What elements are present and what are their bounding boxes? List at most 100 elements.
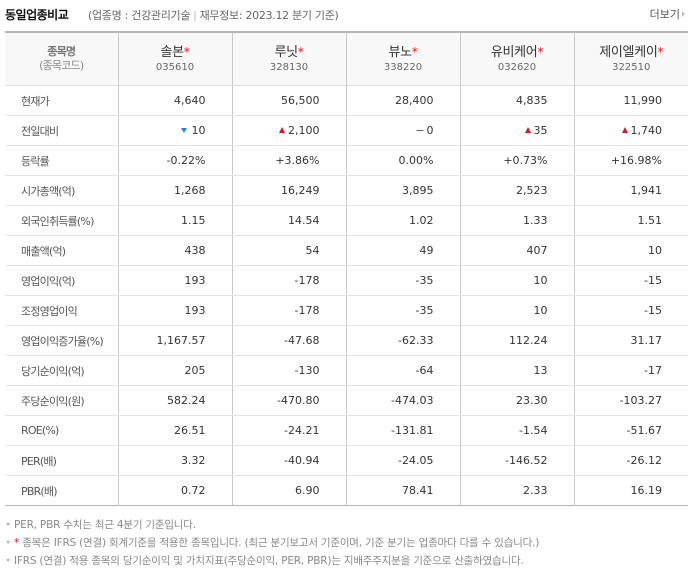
cell-value: 2,523 xyxy=(459,175,574,206)
row-operating-profit: 영업이익(억) 193 -178 -35 10 -15 xyxy=(5,265,688,296)
company-code: 322510 xyxy=(612,62,651,73)
financial-basis-label: 재무정보: 2023.12 분기 기준) xyxy=(199,9,339,22)
cell-value: 78.41 xyxy=(345,475,460,506)
ifrs-star-icon: * xyxy=(411,45,418,59)
row-label: ROE(%) xyxy=(5,415,118,446)
cell-value: -24.05 xyxy=(345,445,460,476)
row-label: 시가총액(억) xyxy=(5,175,118,206)
cell-value: 0.72 xyxy=(117,475,232,506)
cell-value: 205 xyxy=(117,355,232,386)
row-foreign-ownership: 외국인취득률(%) 1.15 14.54 1.02 1.33 1.51 xyxy=(5,205,688,236)
cell-value: 28,400 xyxy=(345,85,460,116)
company-code: 338220 xyxy=(383,62,423,73)
footnote: • * 종목은 IFRS (연결) 회계기준을 적용한 종목입니다. (최근 분기… xyxy=(5,537,540,549)
cell-value: 16.19 xyxy=(573,475,688,506)
divider: | xyxy=(193,9,197,22)
company-name-link[interactable]: 제이엘케이* xyxy=(599,45,664,60)
company-header[interactable]: 루닛* 328130 xyxy=(231,32,346,86)
cell-value: 2.33 xyxy=(459,475,574,506)
cell-value: -64 xyxy=(345,355,460,386)
footnote: • PER, PBR 수치는 최근 4분기 기준입니다. xyxy=(5,519,196,531)
row-pbr: PBR(배) 0.72 6.90 78.41 2.33 16.19 xyxy=(5,475,688,506)
cell-value: -15 xyxy=(573,265,688,296)
cell-value: -178 xyxy=(231,295,346,326)
triangle-right-icon xyxy=(682,11,685,17)
row-label: 주당순이익(원) xyxy=(5,385,118,416)
triangle-up-icon xyxy=(524,127,531,133)
company-name-link[interactable]: 유비케어* xyxy=(490,45,544,60)
cell-value: 112.24 xyxy=(459,325,574,356)
row-label: 외국인취득률(%) xyxy=(5,205,118,236)
row-roe: ROE(%) 26.51 -24.21 -131.81 -1.54 -51.67 xyxy=(5,415,688,446)
cell-value: 1.51 xyxy=(573,205,688,236)
cell-value: -62.33 xyxy=(345,325,460,356)
company-name-link[interactable]: 루닛* xyxy=(274,45,304,60)
cell-value: 31.17 xyxy=(573,325,688,356)
cell-value: −0 xyxy=(345,115,460,146)
company-code: 328130 xyxy=(269,62,309,73)
company-header[interactable]: 솔본* 035610 xyxy=(117,32,232,86)
row-market-cap: 시가총액(억) 1,268 16,249 3,895 2,523 1,941 xyxy=(5,175,688,206)
ifrs-star-icon: * xyxy=(14,537,20,549)
cell-value: 4,640 xyxy=(117,85,232,116)
company-header[interactable]: 제이엘케이* 322510 xyxy=(573,32,688,86)
cell-value: 582.24 xyxy=(117,385,232,416)
cell-value: 16,249 xyxy=(231,175,346,206)
cell-value: 3.32 xyxy=(117,445,232,476)
cell-value: -47.68 xyxy=(231,325,346,356)
company-header[interactable]: 뷰노* 338220 xyxy=(345,32,460,86)
row-label: 매출액(억) xyxy=(5,235,118,266)
more-link[interactable]: 더보기 xyxy=(650,6,685,22)
cell-value: +16.98% xyxy=(573,145,688,176)
header-label-cell: 종목명 (종목코드) xyxy=(5,32,118,86)
cell-value: 6.90 xyxy=(231,475,346,506)
company-name-link[interactable]: 솔본* xyxy=(160,45,190,60)
header-label-name: 종목명 xyxy=(47,45,76,58)
cell-value: 23.30 xyxy=(459,385,574,416)
more-label: 더보기 xyxy=(649,8,680,21)
section-header: 동일업종비교 (업종명 : 건강관리기술 | 재무정보: 2023.12 분기 기준… xyxy=(5,6,687,24)
row-change-rate: 등락률 -0.22% +3.86% 0.00% +0.73% +16.98% xyxy=(5,145,688,176)
table-header-row: 종목명 (종목코드) 솔본* 035610 루닛* 328130 뷰노* 338… xyxy=(5,32,688,86)
cell-value: 1,740 xyxy=(573,115,688,146)
bullet-icon: • xyxy=(5,537,11,549)
cell-value: 1,167.57 xyxy=(117,325,232,356)
peer-comparison-table: 종목명 (종목코드) 솔본* 035610 루닛* 328130 뷰노* 338… xyxy=(5,31,688,506)
cell-value: -24.21 xyxy=(231,415,346,446)
cell-value: -15 xyxy=(573,295,688,326)
cell-value: -26.12 xyxy=(573,445,688,476)
cell-value: 1.33 xyxy=(459,205,574,236)
cell-value: -1.54 xyxy=(459,415,574,446)
cell-value: -35 xyxy=(345,265,460,296)
row-net-income: 당기순이익(억) 205 -130 -64 13 -17 xyxy=(5,355,688,386)
cell-value: 56,500 xyxy=(231,85,346,116)
ifrs-star-icon: * xyxy=(297,45,304,59)
cell-value: 1.15 xyxy=(117,205,232,236)
cell-value: +3.86% xyxy=(231,145,346,176)
cell-value: -35 xyxy=(345,295,460,326)
row-label: 영업이익(억) xyxy=(5,265,118,296)
cell-value: -40.94 xyxy=(231,445,346,476)
cell-value: -17 xyxy=(573,355,688,386)
cell-value: 10 xyxy=(459,295,574,326)
cell-value: -51.67 xyxy=(573,415,688,446)
cell-value: -474.03 xyxy=(345,385,460,416)
section-subtitle: (업종명 : 건강관리기술 | 재무정보: 2023.12 분기 기준) xyxy=(88,7,339,23)
cell-value: -178 xyxy=(231,265,346,296)
cell-value: 407 xyxy=(459,235,574,266)
row-label: 등락률 xyxy=(5,145,118,176)
triangle-up-icon xyxy=(621,127,628,133)
row-label: PER(배) xyxy=(5,445,118,476)
cell-value: 2,100 xyxy=(231,115,346,146)
row-eps: 주당순이익(원) 582.24 -470.80 -474.03 23.30 -1… xyxy=(5,385,688,416)
company-header[interactable]: 유비케어* 032620 xyxy=(459,32,574,86)
row-label: 당기순이익(억) xyxy=(5,355,118,386)
cell-value: 1.02 xyxy=(345,205,460,236)
bullet-icon: • xyxy=(5,519,11,531)
header-label-code: (종목코드) xyxy=(39,59,84,72)
cell-value: -470.80 xyxy=(231,385,346,416)
cell-value: 3,895 xyxy=(345,175,460,206)
cell-value: 10 xyxy=(573,235,688,266)
cell-value: 438 xyxy=(117,235,232,266)
company-name-link[interactable]: 뷰노* xyxy=(388,45,418,60)
